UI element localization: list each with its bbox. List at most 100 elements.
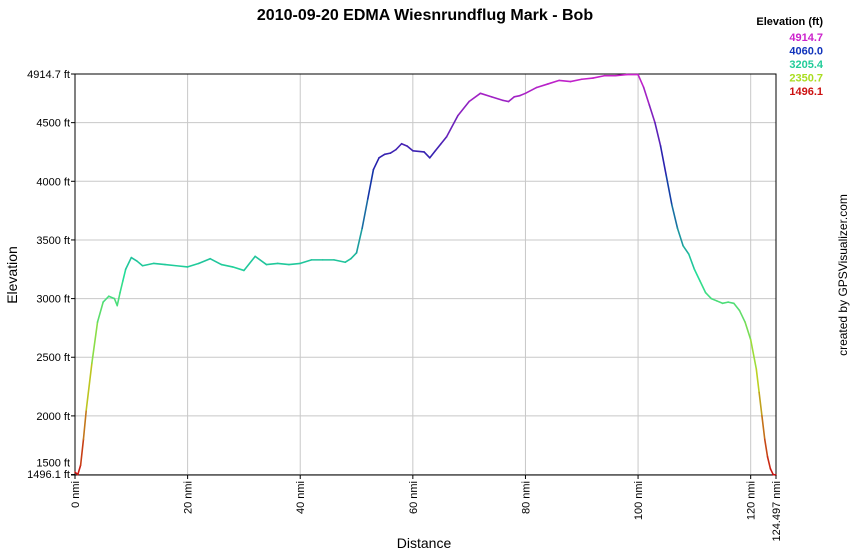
profile-segment xyxy=(558,79,572,83)
profile-segment xyxy=(378,153,386,159)
x-axis-label: Distance xyxy=(397,535,452,550)
profile-segment xyxy=(153,262,166,266)
profile-segment xyxy=(693,268,701,282)
y-tick-label: 4500 ft xyxy=(36,118,70,130)
profile-segment xyxy=(704,291,713,300)
profile-segment xyxy=(406,145,414,152)
y-tick-label: 1496.1 ft xyxy=(27,469,70,481)
x-tick-label: 20 nmi xyxy=(183,481,195,514)
profile-segment xyxy=(569,78,583,83)
legend-entry: 1496.1 xyxy=(789,86,823,98)
profile-segment xyxy=(186,262,200,268)
profile-segment xyxy=(107,295,116,300)
profile-segment xyxy=(614,73,628,77)
x-tick-label: 124.497 nmi xyxy=(771,481,783,542)
profile-segment xyxy=(288,262,302,266)
profile-segment xyxy=(116,291,121,307)
profile-segment xyxy=(361,198,369,230)
profile-segment xyxy=(547,79,561,85)
x-tick-label: 80 nmi xyxy=(520,481,532,514)
profile-segment xyxy=(716,300,724,305)
profile-segment xyxy=(299,259,313,265)
profile-segment xyxy=(198,257,211,265)
profile-segment xyxy=(383,152,392,156)
y-tick-label: 3500 ft xyxy=(36,235,70,247)
profile-segment xyxy=(434,142,442,152)
y-tick-label: 2500 ft xyxy=(36,352,70,364)
profile-segment xyxy=(96,301,104,323)
profile-segment xyxy=(592,74,606,79)
profile-segment xyxy=(276,262,290,266)
y-tick-label: 1500 ft xyxy=(36,458,70,470)
profile-segment xyxy=(665,174,673,206)
y-axis-label: Elevation xyxy=(4,246,20,304)
profile-segment xyxy=(490,96,504,102)
profile-segment xyxy=(732,302,741,312)
y-tick-label: 3000 ft xyxy=(36,294,70,306)
profile-segment xyxy=(755,368,760,394)
profile-segment xyxy=(164,263,178,267)
legend-entry: 2350.7 xyxy=(789,73,823,85)
profile-segment xyxy=(738,309,746,323)
profile-segment xyxy=(642,86,651,106)
profile-segment xyxy=(766,456,772,470)
profile-segment xyxy=(763,438,769,458)
x-tick-label: 0 nmi xyxy=(70,481,82,508)
elevation-profile-line xyxy=(74,73,777,476)
profile-segment xyxy=(423,151,431,159)
x-tick-label: 100 nmi xyxy=(633,481,645,520)
profile-segment xyxy=(502,99,510,103)
profile-segment xyxy=(254,255,268,266)
profile-segment xyxy=(355,227,363,254)
y-tick-label: 4000 ft xyxy=(36,176,70,188)
profile-segment xyxy=(769,467,775,476)
legend-entry: 3205.4 xyxy=(789,59,824,71)
profile-segment xyxy=(77,464,82,476)
profile-segment xyxy=(265,262,279,266)
profile-segment xyxy=(468,92,482,103)
profile-segment xyxy=(130,256,138,262)
credit-text: created by GPSVisualizer.com xyxy=(836,194,850,356)
profile-segment xyxy=(79,438,85,466)
profile-segment xyxy=(721,301,729,305)
profile-segment xyxy=(761,415,766,441)
profile-segment xyxy=(400,142,409,147)
legend-entry: 4914.7 xyxy=(789,32,823,44)
profile-segment xyxy=(710,297,718,302)
profile-segment xyxy=(457,100,470,117)
profile-segment xyxy=(637,73,645,89)
profile-segment xyxy=(209,257,223,266)
profile-segment xyxy=(580,77,594,81)
profile-segment xyxy=(507,96,515,103)
x-tick-label: 60 nmi xyxy=(408,481,420,514)
profile-segment xyxy=(141,262,155,267)
profile-segment xyxy=(445,114,459,138)
profile-segment xyxy=(372,157,380,171)
profile-segment xyxy=(648,104,656,124)
profile-segment xyxy=(440,135,448,145)
y-tick-label: 4914.7 ft xyxy=(27,69,70,81)
x-tick-label: 40 nmi xyxy=(295,481,307,514)
profile-segment xyxy=(344,257,352,264)
profile-segment xyxy=(350,252,358,260)
profile-segment xyxy=(671,203,679,230)
profile-segment xyxy=(519,92,527,97)
profile-segment xyxy=(654,121,662,147)
profile-segment xyxy=(85,362,93,411)
profile-segment xyxy=(682,245,690,255)
profile-segment xyxy=(676,227,684,247)
profile-segment xyxy=(687,253,696,271)
profile-segment xyxy=(395,142,403,151)
legend-entry: 4060.0 xyxy=(789,46,823,58)
profile-segment xyxy=(659,145,668,177)
profile-segment xyxy=(699,280,707,294)
profile-segment xyxy=(744,321,752,341)
profile-segment xyxy=(428,149,437,159)
profile-segment xyxy=(91,321,99,364)
profile-segment xyxy=(535,83,549,89)
profile-segment xyxy=(333,259,347,264)
x-tick-label: 120 nmi xyxy=(746,481,758,520)
